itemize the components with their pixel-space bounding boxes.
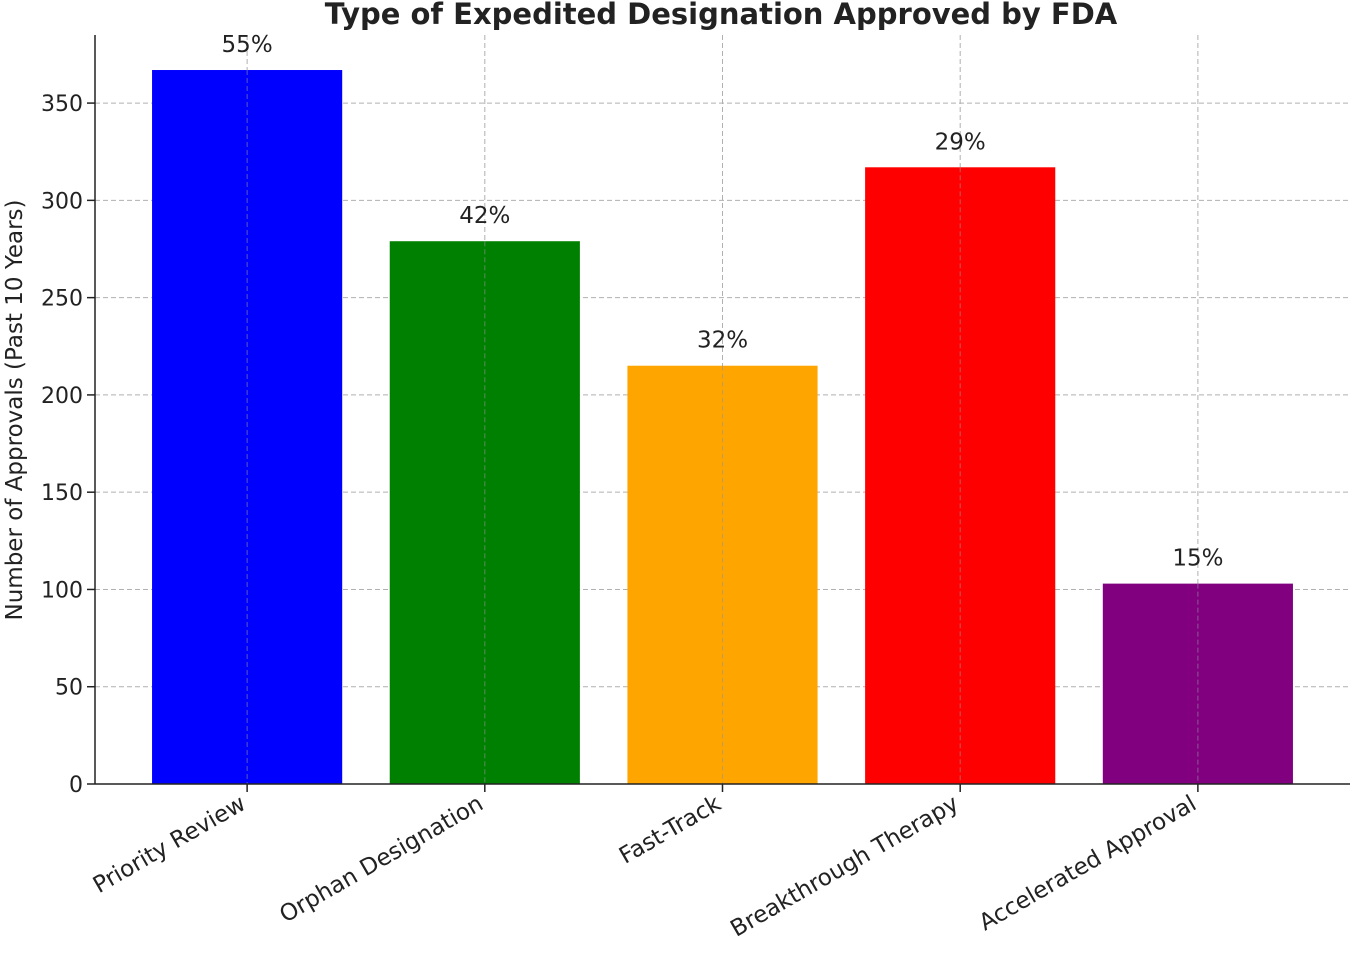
- chart-title: Type of Expedited Designation Approved b…: [325, 0, 1118, 31]
- y-tick-label: 300: [41, 189, 83, 214]
- x-tick-label: Breakthrough Therapy: [726, 791, 963, 943]
- data-label: 29%: [935, 129, 986, 155]
- x-tick-label: Orphan Designation: [275, 791, 487, 929]
- data-label: 15%: [1172, 546, 1223, 572]
- data-label: 55%: [222, 32, 273, 58]
- y-axis-label: Number of Approvals (Past 10 Years): [2, 200, 28, 621]
- x-tick-label: Priority Review: [89, 791, 250, 899]
- y-tick-label: 50: [55, 676, 83, 701]
- y-tick-label: 350: [41, 92, 83, 117]
- x-tick-label: Accelerated Approval: [975, 791, 1201, 937]
- x-tick-label: Fast-Track: [615, 790, 726, 869]
- y-tick-label: 250: [41, 287, 83, 312]
- data-label: 42%: [459, 203, 510, 229]
- data-label: 32%: [697, 328, 748, 354]
- y-tick-label: 200: [41, 384, 83, 409]
- bars: 55% 42% 32% 29% 15%: [152, 32, 1293, 785]
- y-tick-label: 150: [41, 481, 83, 506]
- y-tick-label: 100: [41, 578, 83, 603]
- y-tick-label: 0: [69, 773, 83, 798]
